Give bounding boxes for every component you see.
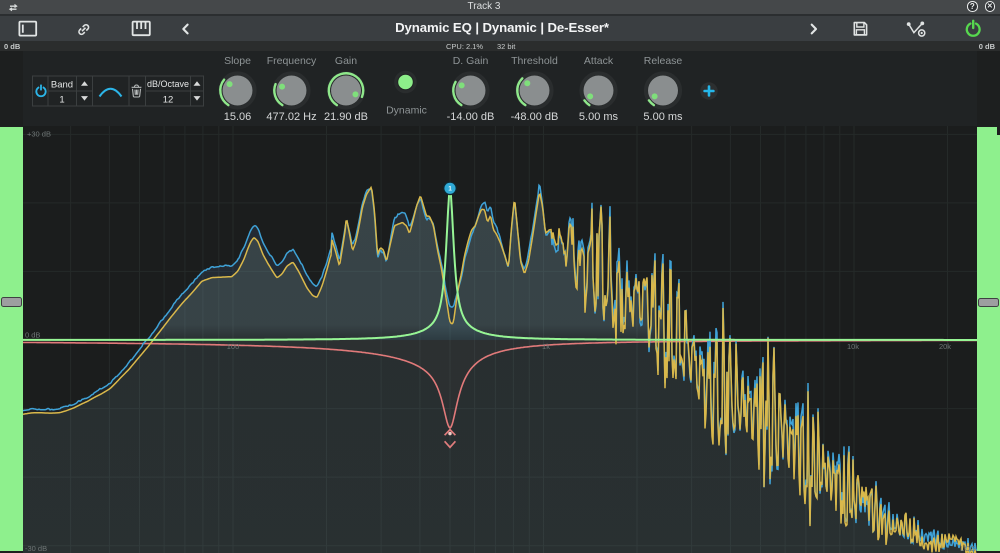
svg-text:Attack: Attack xyxy=(584,55,614,67)
svg-text:21.90 dB: 21.90 dB xyxy=(324,111,368,123)
svg-text:Dynamic: Dynamic xyxy=(386,105,427,117)
svg-text:1: 1 xyxy=(59,95,64,106)
svg-text:-48.00 dB: -48.00 dB xyxy=(511,111,559,123)
svg-text:10k: 10k xyxy=(847,342,859,351)
svg-text:5.00 ms: 5.00 ms xyxy=(579,111,619,123)
svg-text:-14.00 dB: -14.00 dB xyxy=(447,111,495,123)
svg-text:Threshold: Threshold xyxy=(511,55,558,67)
svg-text:15.06: 15.06 xyxy=(224,111,252,123)
svg-text:dB/Octave: dB/Octave xyxy=(147,79,189,89)
svg-text:100: 100 xyxy=(227,342,240,351)
svg-text:Slope: Slope xyxy=(224,55,251,67)
svg-text:Band: Band xyxy=(51,80,73,91)
svg-text:Gain: Gain xyxy=(335,55,357,67)
svg-text:12: 12 xyxy=(163,95,174,106)
svg-text:+30 dB: +30 dB xyxy=(27,130,51,139)
svg-text:Release: Release xyxy=(644,55,683,67)
svg-text:477.02 Hz: 477.02 Hz xyxy=(266,111,316,123)
svg-text:1: 1 xyxy=(448,186,452,193)
svg-text:Frequency: Frequency xyxy=(267,55,317,67)
svg-text:D. Gain: D. Gain xyxy=(453,55,489,67)
svg-text:5.00 ms: 5.00 ms xyxy=(643,111,683,123)
svg-text:1k: 1k xyxy=(542,342,550,351)
svg-text:LOG: LOG xyxy=(960,544,976,553)
svg-text:-30 dB: -30 dB xyxy=(25,544,47,553)
svg-text:0 dB: 0 dB xyxy=(25,331,40,340)
svg-text:20k: 20k xyxy=(939,342,951,351)
